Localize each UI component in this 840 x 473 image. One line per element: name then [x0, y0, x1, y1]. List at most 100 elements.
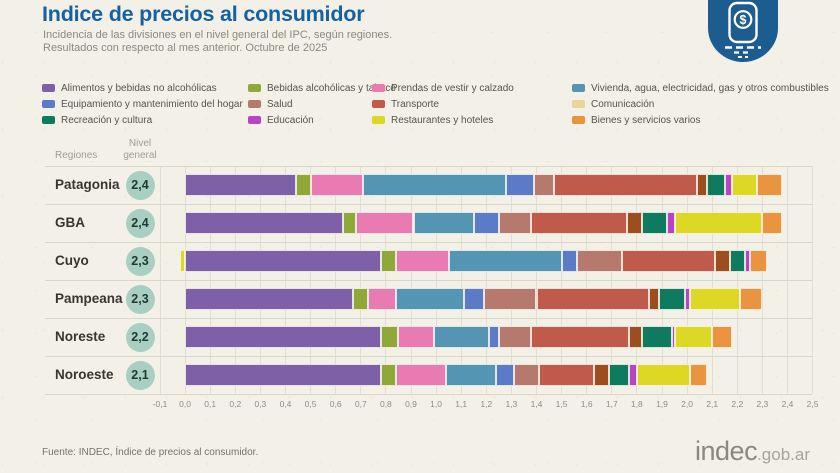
axis-tick-label: -0,1 [152, 399, 168, 409]
legend-label-recreacion: Recreación y cultura [61, 114, 153, 126]
bar-segment-salud [533, 174, 555, 196]
legend-label-vivienda: Vivienda, agua, electricidad, gas y otro… [591, 82, 829, 94]
axis-tick-label: 2,0 [681, 399, 693, 409]
legend-label-bienes: Bienes y servicios varios [591, 114, 701, 126]
bar-segment-educacion [684, 288, 690, 310]
bar-segment-alimentos [185, 288, 354, 310]
level-badge-gba: 2,4 [125, 208, 155, 238]
bar-segment-prendas [355, 212, 414, 234]
bar-segment-equipamiento [496, 364, 514, 386]
bar-segment-bienes [712, 326, 733, 348]
bar-segment-comunicacion [649, 288, 660, 310]
bar-segment-recreacion [659, 288, 685, 310]
legend-label-prendas: Prendas de vestir y calzado [391, 82, 514, 94]
bar-segment-vivienda [395, 288, 464, 310]
bar-segment-recreacion [707, 174, 725, 196]
source-note: Fuente: INDEC, Índice de precios al cons… [42, 447, 259, 458]
axis-tick-label: 1,9 [656, 399, 668, 409]
bar-segment-prendas [395, 250, 449, 272]
legend-item-educacion: Educación [248, 112, 314, 128]
level-badge-noreste: 2,2 [125, 322, 155, 352]
bar-segment-prendas [310, 174, 364, 196]
legend-item-salud: Salud [248, 96, 293, 112]
bar-segment-alimentos [185, 326, 381, 348]
legend-item-bebidas_alc: Bebidas alcohólicas y tabaco [248, 80, 396, 96]
legend-item-equipamiento: Equipamiento y mantenimiento del hogar [42, 96, 243, 112]
legend-label-educacion: Educación [267, 114, 314, 126]
level-badge-patagonia: 2,4 [125, 170, 155, 200]
axis-tick-label: 1,7 [605, 399, 618, 409]
axis-tick-label: 1,2 [480, 399, 493, 409]
row-separator [45, 393, 812, 395]
bar-segment-bebidas_alc [380, 326, 399, 348]
bar-segment-alimentos [185, 174, 296, 196]
bar-segment-prendas [395, 364, 447, 386]
row-separator [45, 203, 812, 205]
level-badge-pampeana: 2,3 [125, 284, 155, 314]
bar-segment-restaurantes [180, 250, 186, 272]
educacion-swatch-icon [248, 116, 261, 124]
bar-segment-comunicacion [697, 174, 708, 196]
axis-tick-label: 0,9 [405, 399, 417, 409]
axis-tick-label: 1,1 [455, 399, 468, 409]
comunicacion-swatch-icon [572, 100, 585, 108]
bar-segment-alimentos [185, 250, 381, 272]
transporte-swatch-icon [372, 100, 385, 108]
bar-segment-bebidas_alc [343, 212, 356, 234]
bar-segment-vivienda [363, 174, 507, 196]
bar-segment-restaurantes [689, 288, 740, 310]
bar-segment-restaurantes [674, 326, 713, 348]
prendas-swatch-icon [372, 84, 385, 92]
bar-segment-bebidas_alc [380, 364, 396, 386]
bar-segment-salud [483, 288, 537, 310]
bar-segment-comunicacion [594, 364, 610, 386]
bar-segment-salud [576, 250, 622, 272]
axis-tick-label: 0,4 [279, 399, 292, 409]
equipamiento-swatch-icon [42, 100, 55, 108]
axis-tick-label: 2,4 [781, 399, 794, 409]
axis-tick-label: 0,5 [304, 399, 317, 409]
subtitle-line-1: Incidencia de las divisiones en el nivel… [43, 29, 393, 41]
legend-item-restaurantes: Restaurantes y hoteles [372, 112, 493, 128]
bar-segment-transporte [531, 326, 630, 348]
region-label-gba: GBA [55, 215, 85, 230]
axis-tick-label: 1,5 [555, 399, 568, 409]
indec-logo-main: indec [695, 436, 758, 466]
legend-item-vivienda: Vivienda, agua, electricidad, gas y otro… [572, 80, 829, 96]
column-header-regiones: Regiones [55, 150, 98, 161]
nivel-header-line2: general [123, 150, 157, 161]
row-separator [45, 279, 812, 281]
bar-segment-equipamiento [473, 212, 499, 234]
region-label-noreste: Noreste [55, 329, 106, 344]
axis-tick-label: 2,3 [756, 399, 769, 409]
region-label-noroeste: Noroeste [55, 367, 114, 382]
bar-segment-educacion [629, 364, 637, 386]
bebidas_alc-swatch-icon [248, 84, 261, 92]
legend-item-transporte: Transporte [372, 96, 439, 112]
bar-segment-comunicacion [626, 212, 642, 234]
bar-segment-educacion [724, 174, 733, 196]
subtitle-line-2: Resultados con respecto al mes anterior.… [43, 42, 328, 54]
bar-segment-transporte [539, 364, 595, 386]
axis-tick-label: 1,4 [530, 399, 543, 409]
axis-tick-label: 2,1 [706, 399, 719, 409]
legend-label-restaurantes: Restaurantes y hoteles [391, 114, 494, 126]
level-badge-noroeste: 2,1 [125, 360, 155, 390]
legend-item-comunicacion: Comunicación [572, 96, 654, 112]
svg-text:$: $ [740, 13, 747, 27]
row-separator [45, 241, 812, 243]
legend-label-bebidas_alc: Bebidas alcohólicas y tabaco [267, 82, 396, 94]
bar-segment-recreacion [609, 364, 630, 386]
axis-tick-label: 2,2 [731, 399, 744, 409]
bienes-swatch-icon [572, 116, 585, 124]
bar-segment-vivienda [413, 212, 474, 234]
bar-segment-transporte [531, 212, 627, 234]
axis-tick-label: 1,0 [430, 399, 442, 409]
bar-segment-prendas [398, 326, 434, 348]
alimentos-swatch-icon [42, 84, 55, 92]
region-label-pampeana: Pampeana [55, 291, 123, 306]
bar-segment-recreacion [641, 326, 673, 348]
bar-segment-transporte [554, 174, 698, 196]
region-label-cuyo: Cuyo [55, 253, 89, 268]
